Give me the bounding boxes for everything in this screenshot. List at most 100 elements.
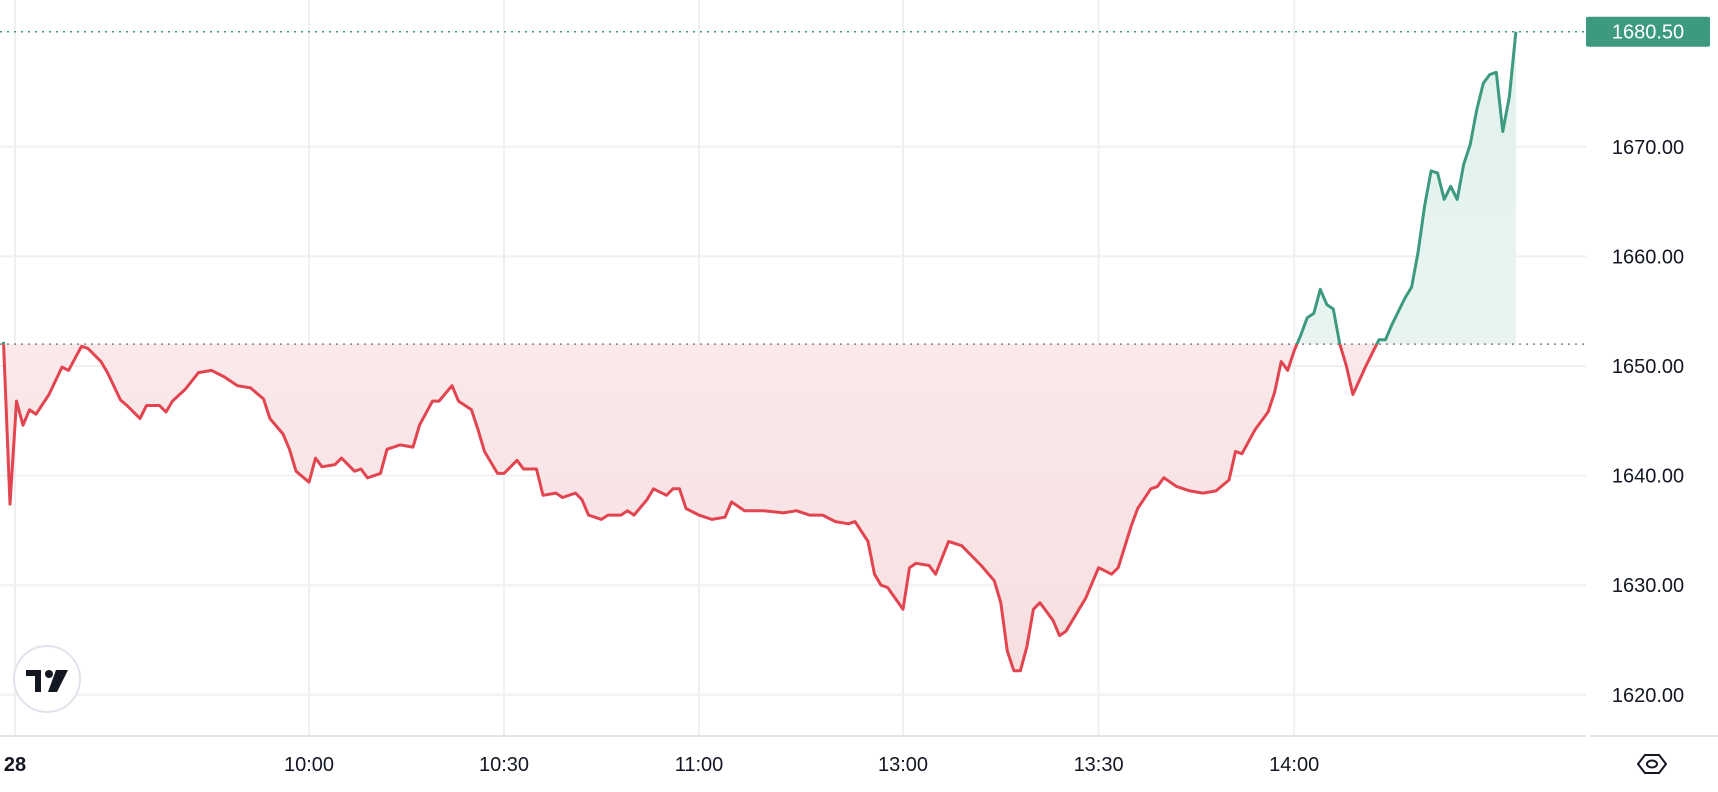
price-line-below [2,344,1379,673]
data-point [1384,338,1387,341]
tradingview-logo[interactable] [13,645,81,713]
data-point [1241,452,1244,455]
data-point [1306,316,1309,319]
data-point [334,463,337,466]
data-point [1091,582,1094,585]
data-point [67,369,70,372]
data-point [353,470,356,473]
data-point [314,457,317,460]
price-tick-label: 1670.00 [1612,137,1684,159]
data-point [366,476,369,479]
data-point [847,522,850,525]
data-point [1051,619,1054,622]
price-tick-label: 1650.00 [1612,356,1684,378]
time-axis[interactable]: 28 10:00 10:30 11:00 13:00 13:30 14:00 [4,754,1319,776]
data-point [620,514,623,517]
data-point [1449,185,1452,188]
data-point [607,514,610,517]
data-point [980,564,983,567]
data-point [282,432,285,435]
data-point [854,520,857,523]
data-point [1065,630,1068,633]
data-point [295,470,298,473]
area-fills [3,31,1516,671]
price-tick-label: 1620.00 [1612,685,1684,707]
data-point [678,487,681,490]
data-point [902,608,905,611]
data-point [1097,566,1100,569]
data-point [100,360,103,363]
data-point [1456,198,1459,201]
data-point [1488,73,1491,76]
data-point [1012,669,1015,672]
data-point [288,448,291,451]
data-point [1006,649,1009,652]
data-point [1410,286,1413,289]
data-point [165,411,168,414]
price-tick-label: 1630.00 [1612,575,1684,597]
data-point [1038,601,1041,604]
data-point [1188,489,1191,492]
data-point [1162,476,1165,479]
data-point [581,498,584,501]
data-point [652,487,655,490]
time-tick-label: 10:30 [479,754,529,776]
time-tick-label: 11:00 [675,754,724,776]
time-tick-label: 28 [4,754,26,776]
data-point [457,400,460,403]
data-point [915,562,918,565]
data-point [665,494,668,497]
settings-hexagon-icon[interactable] [1637,754,1667,774]
time-tick-label: 13:30 [1074,754,1124,776]
data-point [646,498,649,501]
data-point [908,566,911,569]
data-point [9,503,12,506]
data-point [626,509,629,512]
data-point [158,404,161,407]
data-point [1254,428,1257,431]
data-point [80,345,83,348]
data-point [1110,573,1113,576]
data-point [340,457,343,460]
data-point [1228,478,1231,481]
data-point [171,400,174,403]
data-point [1351,393,1354,396]
data-point [360,468,363,471]
data-point [1338,343,1341,346]
data-point [28,408,31,411]
data-point [262,397,265,400]
data-point [555,492,558,495]
data-point [1443,198,1446,201]
data-point [730,500,733,503]
data-point [999,601,1002,604]
data-point [1371,351,1374,354]
data-point [1084,597,1087,600]
data-point [61,366,64,369]
price-axis[interactable]: 1620.00 1630.00 1640.00 1650.00 1660.00 1670.… [1612,137,1684,707]
data-point [724,516,727,519]
data-point [1234,450,1237,453]
price-tick-label: 1640.00 [1612,466,1684,488]
data-point [1267,411,1270,414]
data-point [1391,323,1394,326]
data-point [483,450,486,453]
data-point [782,511,785,514]
data-point [1019,669,1022,672]
data-point [1130,525,1133,528]
data-point [438,400,441,403]
data-point [600,518,603,521]
data-point [1201,492,1204,495]
data-point [1286,369,1289,372]
data-point [1078,608,1081,611]
data-point [1436,172,1439,175]
data-point [1319,288,1322,291]
series-lines [2,31,1518,673]
grid [0,0,1586,736]
data-point [126,404,129,407]
data-point [1175,485,1178,488]
data-point [808,514,811,517]
data-point [633,514,636,517]
data-point [1377,338,1380,341]
data-point [269,417,272,420]
